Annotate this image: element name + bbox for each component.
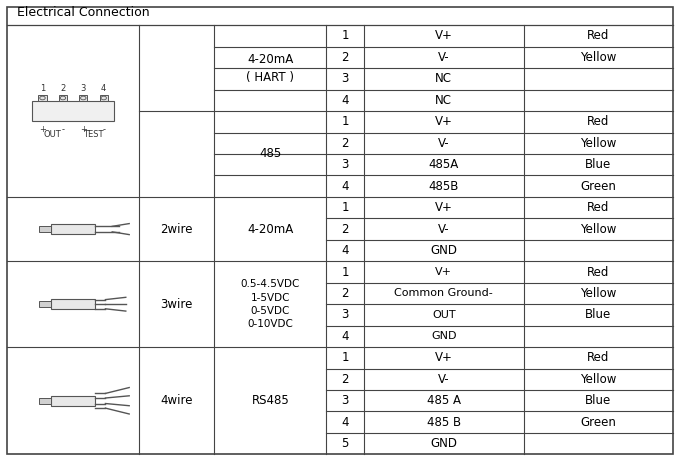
Text: 1: 1	[40, 84, 45, 93]
Bar	[39, 397, 51, 404]
Text: Red: Red	[588, 29, 609, 43]
Bar	[39, 301, 51, 308]
Text: 485 A: 485 A	[427, 394, 461, 407]
Text: TEST: TEST	[83, 129, 104, 139]
Text: -: -	[61, 125, 65, 134]
Text: 2: 2	[61, 84, 65, 93]
Text: 4: 4	[341, 94, 349, 107]
Text: 4-20mA: 4-20mA	[247, 223, 294, 235]
Text: Blue: Blue	[585, 308, 611, 321]
Text: NC: NC	[435, 94, 452, 107]
Text: Electrical Connection: Electrical Connection	[17, 6, 150, 19]
Text: 2: 2	[341, 373, 349, 386]
Text: 3: 3	[341, 73, 349, 85]
Bar	[79, 95, 87, 101]
Text: 4: 4	[341, 179, 349, 193]
Text: Red: Red	[588, 265, 609, 279]
Bar	[33, 101, 114, 121]
Text: V-: V-	[438, 223, 449, 235]
Text: Common Ground-: Common Ground-	[394, 288, 493, 298]
Text: 3: 3	[341, 308, 349, 321]
Text: 4-20mA
( HART ): 4-20mA ( HART )	[246, 53, 294, 84]
Text: 1: 1	[341, 351, 349, 364]
Text: Red: Red	[588, 201, 609, 214]
Text: 4: 4	[341, 416, 349, 429]
Text: Yellow: Yellow	[580, 137, 617, 150]
Text: V-: V-	[438, 137, 449, 150]
Text: 3: 3	[341, 158, 349, 171]
Text: 2: 2	[341, 223, 349, 235]
Text: RS485: RS485	[252, 394, 289, 407]
Bar	[39, 226, 51, 232]
Text: V+: V+	[435, 351, 453, 364]
Text: 4: 4	[101, 84, 106, 93]
Text: NC: NC	[435, 73, 452, 85]
Text: GND: GND	[430, 244, 457, 257]
Bar	[51, 224, 95, 234]
Text: Red: Red	[588, 351, 609, 364]
Text: 1: 1	[341, 201, 349, 214]
Text: 4: 4	[341, 244, 349, 257]
Text: 5: 5	[341, 437, 349, 450]
Bar	[59, 95, 67, 101]
Text: V-: V-	[438, 51, 449, 64]
Text: Yellow: Yellow	[580, 287, 617, 300]
Text: 485A: 485A	[428, 158, 459, 171]
Text: 3: 3	[81, 84, 86, 93]
Text: V+: V+	[435, 267, 452, 277]
Text: 0.5-4.5VDC
1-5VDC
0-5VDC
0-10VDC: 0.5-4.5VDC 1-5VDC 0-5VDC 0-10VDC	[241, 280, 300, 329]
Text: Yellow: Yellow	[580, 373, 617, 386]
Text: OUT: OUT	[44, 129, 62, 139]
Text: Yellow: Yellow	[580, 223, 617, 235]
Text: 1: 1	[341, 115, 349, 129]
Text: 1: 1	[341, 29, 349, 43]
Text: V+: V+	[435, 29, 453, 43]
Text: +: +	[39, 125, 46, 134]
Text: 3wire: 3wire	[160, 298, 193, 311]
Text: 2: 2	[341, 287, 349, 300]
Text: V+: V+	[435, 201, 453, 214]
Text: 4: 4	[341, 330, 349, 343]
Bar	[100, 95, 108, 101]
Text: Green: Green	[581, 179, 616, 193]
Text: 2: 2	[341, 137, 349, 150]
Text: V-: V-	[438, 373, 449, 386]
Text: Yellow: Yellow	[580, 51, 617, 64]
Text: Blue: Blue	[585, 158, 611, 171]
Text: +: +	[80, 125, 87, 134]
Text: Red: Red	[588, 115, 609, 129]
Text: V+: V+	[435, 115, 453, 129]
Text: 4wire: 4wire	[160, 394, 193, 407]
Text: 485 B: 485 B	[426, 416, 461, 429]
Text: GND: GND	[431, 331, 456, 341]
Bar	[39, 95, 47, 101]
Text: OUT: OUT	[432, 310, 456, 320]
Text: 3: 3	[341, 394, 349, 407]
Text: Green: Green	[581, 416, 616, 429]
Bar	[51, 396, 95, 406]
Text: GND: GND	[430, 437, 457, 450]
Text: 1: 1	[341, 265, 349, 279]
Text: -: -	[102, 125, 105, 134]
Text: 2wire: 2wire	[160, 223, 193, 235]
Bar	[51, 299, 95, 309]
Text: 485: 485	[259, 147, 282, 161]
Text: Blue: Blue	[585, 394, 611, 407]
Text: 485B: 485B	[428, 179, 459, 193]
Text: 2: 2	[341, 51, 349, 64]
